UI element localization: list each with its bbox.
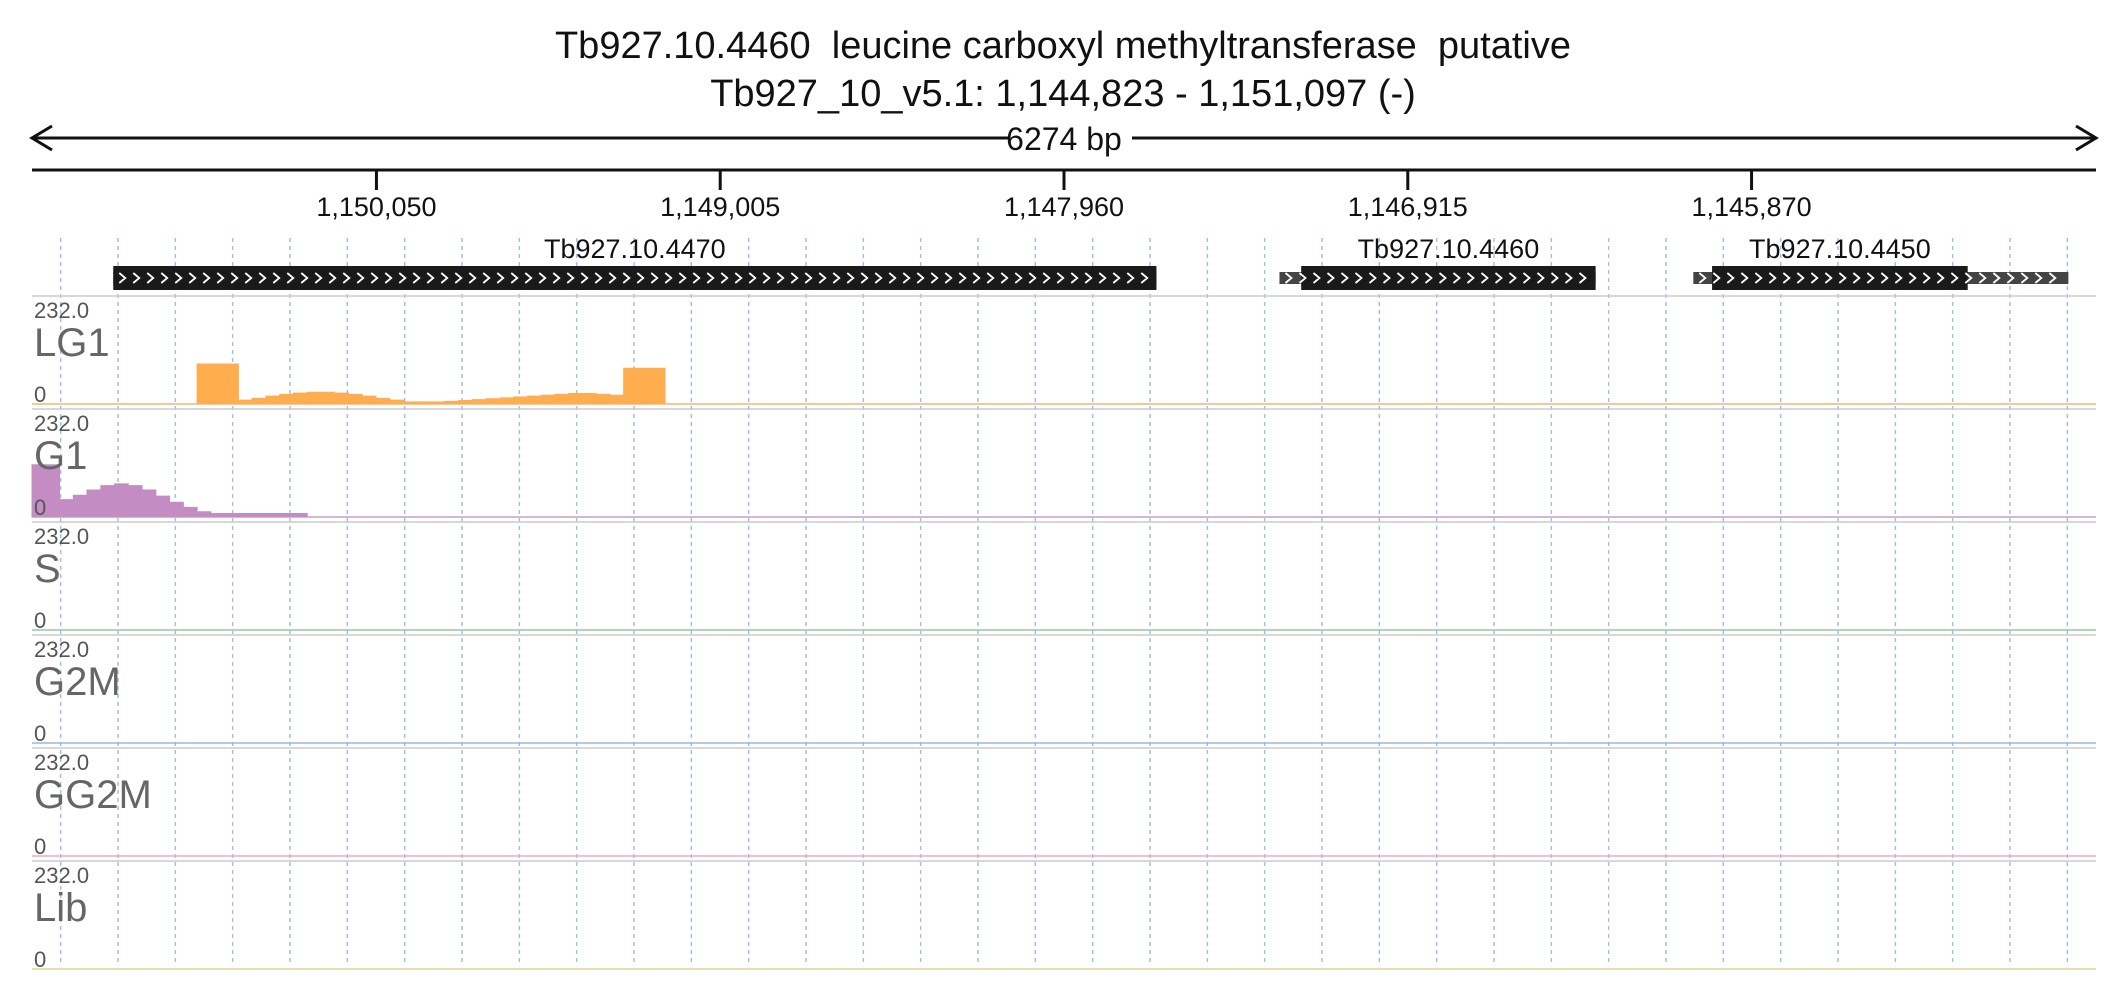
span-length-label: 6274 bp	[1006, 121, 1122, 157]
gene-label: Tb927.10.4470	[544, 234, 726, 264]
gene-track: Tb927.10.4470 Tb927.10.4460 Tb927.10.4450	[113, 234, 2069, 290]
ruler-tick-label: 1,149,005	[660, 192, 780, 222]
ruler-tick-label: 1,145,870	[1691, 192, 1811, 222]
track-name-label: G2M	[34, 660, 121, 704]
track-name-label: S	[34, 547, 61, 591]
track-max-label: 232.0	[34, 863, 89, 888]
gridlines	[59, 238, 2069, 962]
coverage-area	[31, 464, 2096, 518]
ruler-tick-label: 1,150,050	[316, 192, 436, 222]
span-arrow: 6274 bp	[29, 121, 2099, 157]
coverage-track-s: 232.0 0 S	[32, 521, 2096, 633]
coverage-track-gg2m: 232.0 0 GG2M	[32, 747, 2096, 859]
track-min-label: 0	[34, 608, 46, 633]
track-min-label: 0	[34, 382, 46, 407]
gene-body	[1301, 266, 1596, 290]
track-min-label: 0	[34, 834, 46, 859]
ruler-tick-label: 1,146,915	[1348, 192, 1468, 222]
track-name-label: LG1	[34, 321, 110, 365]
chart-title: Tb927.10.4460 leucine carboxyl methyltra…	[554, 25, 1572, 67]
track-min-label: 0	[34, 495, 46, 520]
gene-body	[113, 266, 1157, 290]
coverage-track-g2m: 232.0 0 G2M	[32, 634, 2096, 746]
ruler-ticks: 1,150,050 1,149,005 1,147,960 1,146,915 1,14…	[316, 170, 1812, 222]
track-max-label: 232.0	[34, 298, 89, 323]
gene-label: Tb927.10.4460	[1358, 234, 1540, 264]
track-max-label: 232.0	[34, 411, 89, 436]
coverage-track-lg1: 232.0 0 LG1	[32, 295, 2096, 407]
track-max-label: 232.0	[34, 637, 89, 662]
coverage-area	[32, 363, 2096, 405]
track-min-label: 0	[34, 721, 46, 746]
strand-arrows	[1698, 272, 2057, 284]
track-max-label: 232.0	[34, 524, 89, 549]
strand-arrows	[118, 272, 1149, 284]
track-name-label: GG2M	[34, 773, 152, 817]
coverage-track-g1: 232.0 0 G1	[31, 408, 2096, 520]
track-max-label: 232.0	[34, 750, 89, 775]
ruler-tick-label: 1,147,960	[1004, 192, 1124, 222]
track-name-label: G1	[34, 434, 87, 478]
strand-arrows	[1284, 272, 1587, 284]
track-name-label: Lib	[34, 886, 87, 930]
chart-subtitle: Tb927_10_v5.1: 1,144,823 - 1,151,097 (-)	[710, 73, 1416, 115]
coverage-tracks: 232.00LG1232.00G1232.00S232.00G2M232.00G…	[31, 295, 2096, 972]
track-min-label: 0	[34, 947, 46, 972]
gene-body	[1712, 266, 1968, 290]
gene-label: Tb927.10.4450	[1749, 234, 1931, 264]
coverage-track-lib: 232.0 0 Lib	[32, 860, 2096, 972]
